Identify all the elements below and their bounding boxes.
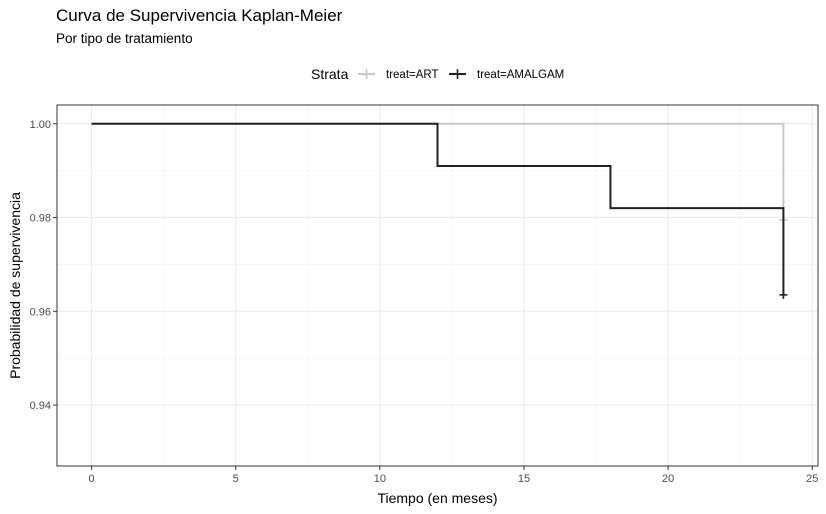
chart-title: Curva de Supervivencia Kaplan-Meier: [56, 6, 343, 25]
x-tick-label: 10: [374, 473, 386, 485]
axes: 0 5 10 15 20 25 0.94 0.96 0.98 1.00: [30, 119, 819, 485]
series-line-treat-amalgam: [91, 122, 785, 295]
x-tick-label: 25: [806, 473, 818, 485]
y-tick-label: 1.00: [30, 119, 51, 131]
y-tick-label: 0.98: [30, 213, 51, 225]
x-tick-label: 20: [662, 473, 674, 485]
x-tick-label: 15: [518, 473, 530, 485]
chart-subtitle: Por tipo de tratamiento: [56, 31, 193, 46]
x-axis-label: Tiempo (en meses): [377, 490, 497, 506]
x-tick-label: 0: [89, 473, 95, 485]
legend-label: treat=ART: [386, 69, 439, 81]
y-tick-label: 0.96: [30, 306, 51, 318]
legend-title: Strata: [311, 66, 349, 82]
series-layer: [91, 122, 788, 299]
legend: Strata treat=ART treat=AMALGAM: [311, 66, 564, 82]
legend-label: treat=AMALGAM: [477, 69, 564, 81]
plot-border: [56, 104, 819, 467]
legend-item: treat=ART: [358, 69, 439, 81]
y-tick-label: 0.94: [30, 400, 51, 412]
x-tick-label: 5: [233, 473, 239, 485]
y-axis-label: Probabilidad de supervivencia: [7, 192, 23, 379]
censor-mark: [779, 290, 788, 299]
legend-item: treat=AMALGAM: [449, 69, 564, 81]
